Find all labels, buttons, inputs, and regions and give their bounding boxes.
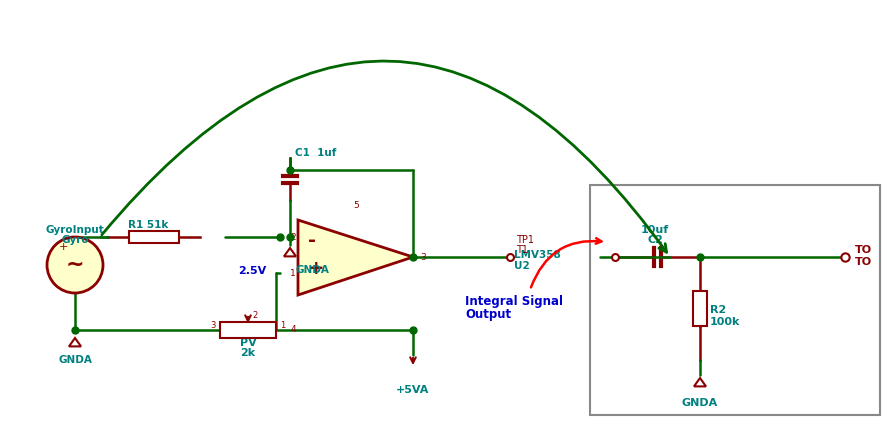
Text: 2.5V: 2.5V — [238, 266, 266, 276]
Bar — [220, 322, 276, 338]
Text: R2: R2 — [710, 305, 726, 315]
Text: U2: U2 — [514, 261, 530, 271]
Text: Output: Output — [465, 308, 511, 321]
Polygon shape — [694, 378, 706, 386]
Text: 100k: 100k — [710, 317, 740, 327]
Text: 10uf: 10uf — [640, 225, 669, 235]
Text: GNDA: GNDA — [681, 398, 718, 408]
Text: 5: 5 — [353, 201, 359, 210]
Text: +5VA: +5VA — [396, 385, 430, 395]
Text: 3: 3 — [211, 322, 216, 331]
Text: Gyro: Gyro — [62, 235, 89, 245]
Polygon shape — [298, 220, 413, 295]
Text: T1: T1 — [516, 245, 528, 255]
Text: Integral Signal: Integral Signal — [465, 295, 563, 308]
FancyArrowPatch shape — [102, 61, 666, 252]
Text: C1  1uf: C1 1uf — [295, 148, 336, 158]
Text: C2: C2 — [647, 235, 663, 245]
Polygon shape — [69, 338, 81, 346]
Text: PV: PV — [240, 338, 256, 348]
Text: R1 51k: R1 51k — [128, 220, 169, 230]
Text: GNDA: GNDA — [58, 355, 92, 365]
Text: 2: 2 — [252, 312, 257, 320]
Text: TP1: TP1 — [516, 235, 534, 245]
Bar — [693, 291, 707, 326]
Text: 1: 1 — [280, 322, 285, 331]
Text: 3: 3 — [420, 253, 425, 262]
Text: TO: TO — [855, 257, 872, 267]
Circle shape — [47, 237, 103, 293]
Text: +: + — [308, 259, 325, 277]
Text: 2k: 2k — [241, 348, 256, 358]
Text: 1: 1 — [290, 269, 296, 277]
Polygon shape — [284, 248, 296, 256]
Bar — [590, 185, 880, 415]
Text: +: + — [58, 242, 68, 252]
Text: GNDA: GNDA — [295, 265, 329, 275]
Text: 2: 2 — [291, 233, 296, 241]
Text: ~: ~ — [66, 255, 85, 275]
Text: LMV358: LMV358 — [514, 250, 561, 260]
Text: -: - — [308, 230, 316, 250]
Text: GyroInput: GyroInput — [45, 225, 104, 235]
Text: 4: 4 — [291, 326, 296, 335]
Text: TO: TO — [855, 245, 872, 255]
Bar — [129, 231, 179, 243]
